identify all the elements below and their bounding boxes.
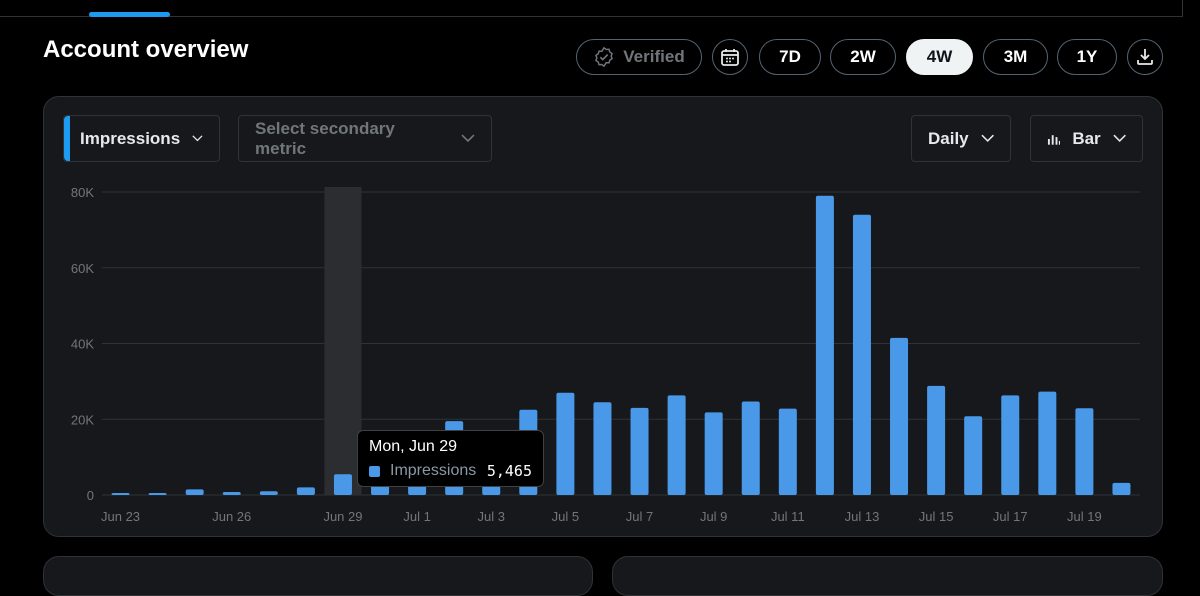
- x-tick-label: Jul 11: [771, 509, 805, 524]
- bottom-card-right: [612, 556, 1163, 596]
- bar[interactable]: [964, 416, 983, 495]
- bar[interactable]: [667, 395, 686, 495]
- chevron-down-icon: [981, 134, 994, 142]
- bar[interactable]: [1075, 408, 1094, 495]
- bar[interactable]: [593, 402, 612, 495]
- bar[interactable]: [890, 337, 909, 495]
- tooltip-date: Mon, Jun 29: [369, 438, 458, 455]
- x-tick-label: Jun 26: [212, 509, 251, 524]
- chevron-down-icon: [1113, 134, 1126, 142]
- bar[interactable]: [630, 407, 649, 495]
- tooltip-metric: Impressions: [390, 462, 477, 479]
- download-button[interactable]: [1127, 39, 1163, 75]
- primary-metric-label: Impressions: [80, 128, 181, 148]
- x-tick-label: Jul 13: [845, 509, 880, 524]
- verified-filter-button[interactable]: Verified: [576, 39, 702, 75]
- x-tick-label: Jul 3: [478, 509, 505, 524]
- y-tick-label: 20K: [71, 412, 94, 427]
- x-tick-label: Jun 29: [323, 509, 362, 524]
- top-frame: [0, 0, 1183, 17]
- x-tick-label: Jul 7: [626, 509, 653, 524]
- bar[interactable]: [815, 195, 834, 495]
- page-title: Account overview: [43, 36, 249, 63]
- chart-highlight: [324, 187, 362, 495]
- x-tick-label: Jul 9: [700, 509, 727, 524]
- bar[interactable]: [222, 491, 241, 495]
- metric-color-accent: [64, 116, 70, 161]
- secondary-metric-dropdown[interactable]: Select secondary metric: [238, 115, 492, 162]
- verified-badge-icon: [595, 46, 614, 68]
- chevron-down-icon: [461, 134, 475, 143]
- x-tick-label: Jun 23: [101, 509, 140, 524]
- chart-y-ticks: 0 20K 40K 60K 80K: [71, 185, 94, 503]
- chart-type-label: Bar: [1072, 128, 1101, 148]
- chart-type-dropdown[interactable]: Bar: [1030, 115, 1143, 162]
- x-tick-label: Jul 17: [993, 509, 1028, 524]
- primary-metric-dropdown[interactable]: Impressions: [63, 115, 220, 162]
- range-4w-button[interactable]: 4W: [906, 39, 973, 75]
- bar[interactable]: [111, 493, 130, 495]
- y-tick-label: 40K: [71, 337, 94, 352]
- bottom-card-left: [43, 556, 593, 596]
- bar[interactable]: [148, 493, 167, 495]
- bar[interactable]: [296, 487, 315, 495]
- chart-grid: [102, 191, 1140, 496]
- bar[interactable]: [741, 401, 760, 495]
- active-tab-indicator: [89, 12, 170, 17]
- x-tick-label: Jul 5: [552, 509, 579, 524]
- y-tick-label: 80K: [71, 185, 94, 200]
- y-tick-label: 0: [87, 488, 94, 503]
- bar[interactable]: [259, 491, 278, 495]
- range-1y-button[interactable]: 1Y: [1057, 39, 1117, 75]
- verified-label: Verified: [623, 47, 685, 66]
- tooltip-row: Impressions 5,465: [369, 462, 532, 480]
- x-tick-label: Jul 19: [1067, 509, 1102, 524]
- bar[interactable]: [1112, 482, 1131, 495]
- bar[interactable]: [852, 214, 871, 495]
- bar[interactable]: [704, 412, 723, 495]
- x-tick-label: Jul 1: [403, 509, 430, 524]
- bar[interactable]: [927, 385, 946, 495]
- highlight-band: [324, 187, 362, 495]
- impressions-bar-chart: 0 20K 40K 60K 80K Jun 23 Jun 26 Jun 29 Jul 1 Jul…: [71, 185, 1140, 524]
- granularity-dropdown[interactable]: Daily: [911, 115, 1011, 162]
- range-2w-button[interactable]: 2W: [830, 39, 896, 75]
- chart-x-ticks: Jun 23 Jun 26 Jun 29 Jul 1 Jul 3 Jul 5 Jul 7 Ju…: [101, 509, 1102, 524]
- bar[interactable]: [185, 489, 204, 495]
- download-icon: [1137, 49, 1153, 65]
- range-7d-button[interactable]: 7D: [759, 39, 821, 75]
- range-3m-button[interactable]: 3M: [983, 39, 1048, 75]
- chevron-down-icon: [192, 135, 203, 142]
- calendar-icon: [721, 49, 739, 66]
- tooltip-value: 5,465: [486, 462, 532, 480]
- bar[interactable]: [556, 392, 575, 495]
- bar[interactable]: [1038, 391, 1057, 495]
- y-tick-label: 60K: [71, 261, 94, 276]
- bar[interactable]: [333, 474, 352, 495]
- bar[interactable]: [778, 408, 797, 495]
- secondary-metric-placeholder: Select secondary metric: [255, 118, 395, 158]
- calendar-button[interactable]: [712, 39, 748, 75]
- tooltip-series-swatch: [369, 465, 380, 477]
- chart-bars: [111, 195, 1131, 495]
- bar[interactable]: [1001, 395, 1020, 495]
- bar-chart-icon: [1047, 134, 1061, 145]
- x-tick-label: Jul 15: [919, 509, 954, 524]
- chart-tooltip: Mon, Jun 29 Impressions 5,465: [357, 430, 544, 487]
- granularity-label: Daily: [928, 128, 969, 148]
